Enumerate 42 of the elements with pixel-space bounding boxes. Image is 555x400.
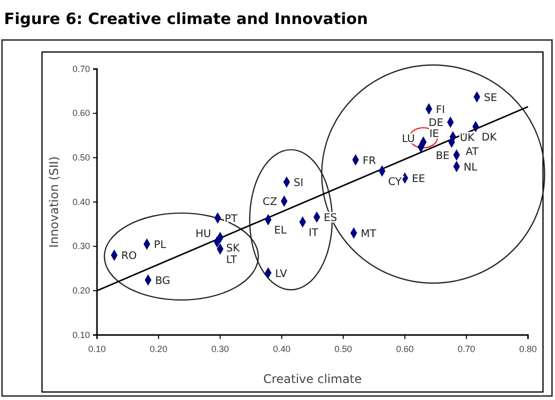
annotation: MT [360, 228, 377, 240]
annotation: BG [155, 275, 170, 288]
annotation: LV [275, 268, 288, 280]
annotation: FI [436, 104, 446, 116]
y-tick-label: 0.60 [72, 108, 90, 118]
annotation: SE [484, 92, 498, 104]
y-tick-label: 0.50 [72, 152, 90, 163]
y-tick-label: 0.40 [72, 196, 90, 207]
x-tick-label: 0.80 [519, 344, 537, 354]
x-axis-title: Creative climate [263, 372, 362, 386]
annotation: SI [294, 177, 304, 190]
x-tick-label: 0.50 [334, 344, 352, 354]
x-tick-label: 0.10 [88, 344, 106, 354]
annotation: AT [466, 146, 480, 158]
x-tick-label: 0.30 [211, 344, 229, 354]
annotation: CY [388, 176, 402, 188]
x-tick-label: 0.40 [272, 344, 290, 354]
y-tick-label: 0.10 [72, 330, 90, 340]
annotation: PT [224, 212, 238, 225]
x-tick-label: 0.60 [396, 344, 414, 354]
annotation: EL [274, 224, 287, 237]
annotation: EE [412, 173, 426, 186]
annotation: LT [226, 254, 238, 266]
y-tick-label: 0.20 [72, 286, 90, 296]
y-tick-label: 0.30 [72, 241, 90, 252]
annotation: CZ [262, 196, 278, 208]
annotation: DE [428, 117, 444, 130]
y-tick-label: 0.70 [72, 64, 90, 74]
annotation: SK [226, 242, 241, 254]
annotation: HU [195, 228, 212, 240]
annotation: FR [362, 154, 376, 167]
annotation: RO [121, 250, 137, 262]
y-axis-title: Innovation (SII) [47, 156, 61, 248]
annotation: NL [464, 162, 478, 174]
chart-title: Figure 6: Creative climate and Innovation [4, 10, 368, 28]
annotation: BE [436, 150, 450, 162]
x-tick-label: 0.70 [458, 344, 476, 354]
annotation: UK [460, 132, 476, 144]
annotation: PL [154, 239, 166, 252]
annotation: IT [308, 226, 319, 239]
x-tick-label: 0.20 [150, 344, 168, 354]
annotation: DK [482, 132, 498, 144]
